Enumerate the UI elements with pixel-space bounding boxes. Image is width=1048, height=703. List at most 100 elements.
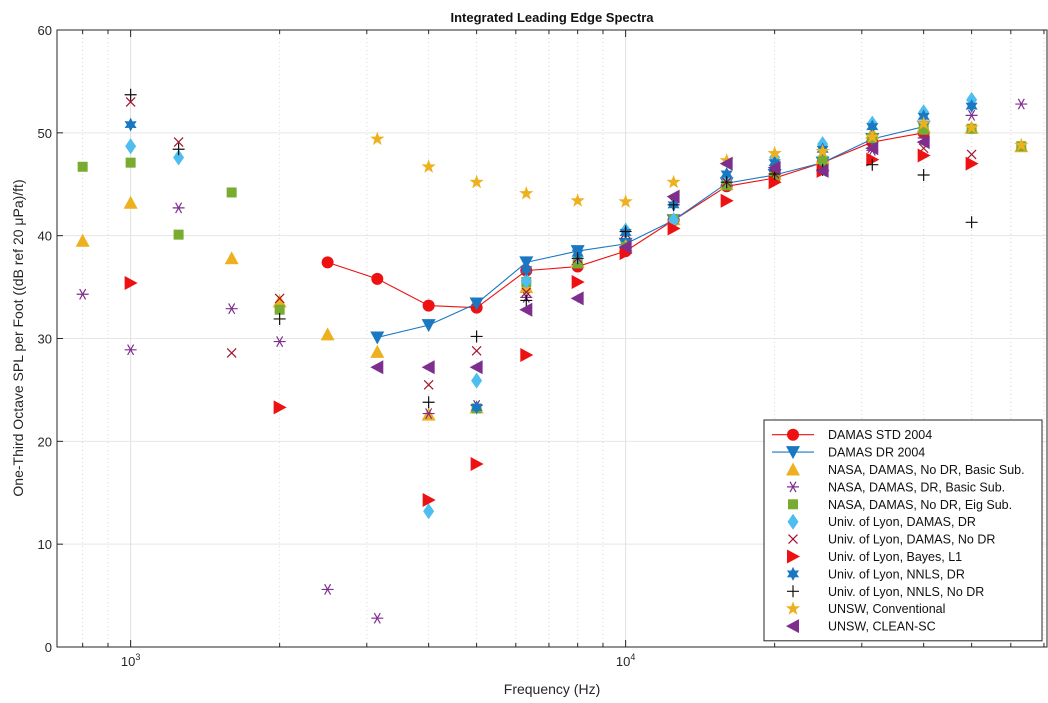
data-point	[916, 116, 931, 130]
data-point	[421, 159, 436, 173]
legend-label: NASA, DAMAS, No DR, Basic Sub.	[828, 463, 1025, 477]
data-point	[469, 174, 484, 189]
data-point	[422, 396, 435, 409]
legend-label: Univ. of Lyon, Bayes, L1	[828, 550, 962, 564]
data-point	[916, 135, 930, 150]
legend-label: NASA, DAMAS, DR, Basic Sub.	[828, 480, 1005, 494]
data-point	[172, 143, 185, 156]
data-point	[77, 161, 88, 172]
data-point	[274, 304, 285, 315]
data-point	[370, 331, 385, 345]
legend-label: Univ. of Lyon, DAMAS, DR	[828, 515, 976, 529]
series-10	[124, 88, 978, 409]
data-point	[173, 137, 184, 148]
y-tick-label: 0	[45, 640, 52, 655]
data-point	[720, 176, 733, 189]
y-tick-label: 20	[38, 434, 52, 449]
y-axis-label: One-Third Octave SPL per Foot ((dB ref 2…	[10, 179, 26, 496]
data-point	[273, 312, 286, 325]
data-point	[520, 294, 533, 307]
legend-item: Univ. of Lyon, Bayes, L1	[787, 549, 962, 564]
legend-item: Univ. of Lyon, NNLS, DR	[786, 566, 965, 581]
y-tick-label: 40	[38, 229, 52, 244]
data-point	[720, 166, 733, 181]
legend-marker	[786, 446, 800, 460]
data-point	[421, 319, 436, 333]
data-point	[421, 360, 435, 375]
data-point	[865, 141, 879, 156]
data-point	[124, 275, 138, 290]
data-point	[619, 225, 632, 238]
data-point	[470, 330, 483, 343]
tick-layer: 0 10 20 30 40 50 60 103 104	[38, 23, 1045, 669]
legend-item: Univ. of Lyon, DAMAS, DR	[787, 513, 976, 530]
data-point	[173, 149, 185, 166]
data-point	[422, 408, 435, 420]
data-point	[172, 202, 185, 214]
data-point	[75, 233, 90, 247]
legend-marker	[787, 428, 799, 441]
data-point	[470, 456, 484, 471]
legend-box	[763, 419, 1043, 642]
legend-item: UNSW, CLEAN-SC	[786, 619, 936, 634]
data-point	[173, 229, 184, 240]
data-point	[719, 153, 734, 167]
legend-marker	[786, 462, 800, 476]
legend-item: Univ. of Lyon, DAMAS, No DR	[788, 533, 995, 547]
grid-layer	[57, 30, 1047, 647]
legend-marker	[787, 549, 800, 564]
data-point	[817, 155, 828, 166]
data-point	[768, 175, 782, 190]
legend-label: Univ. of Lyon, NNLS, No DR	[828, 585, 984, 599]
data-point	[767, 145, 782, 160]
legend-item: NASA, DAMAS, No DR, Basic Sub.	[786, 462, 1025, 477]
data-point	[273, 336, 286, 348]
data-point	[470, 400, 483, 415]
data-point	[370, 344, 385, 358]
data-point	[767, 160, 781, 175]
legend-label: Univ. of Lyon, NNLS, DR	[828, 567, 965, 581]
data-point	[274, 293, 285, 304]
data-point	[124, 344, 137, 356]
data-point	[965, 109, 978, 121]
data-point	[571, 274, 585, 289]
data-point	[667, 198, 680, 211]
data-point	[423, 379, 434, 390]
data-point	[124, 88, 137, 101]
legend-marker	[788, 534, 798, 545]
legend-marker	[785, 601, 801, 615]
data-point	[422, 299, 435, 312]
x-axis-label: Frequency (Hz)	[504, 681, 600, 697]
data-point	[225, 303, 238, 315]
data-point	[866, 119, 879, 134]
data-point	[469, 297, 484, 311]
data-point	[815, 143, 830, 158]
series-layer	[75, 88, 1029, 624]
legend-marker	[787, 481, 799, 493]
legend-label: UNSW, CLEAN-SC	[828, 620, 936, 634]
y-tick-label: 50	[38, 126, 52, 141]
series-11	[370, 116, 1029, 208]
data-point	[619, 246, 633, 261]
legend-marker	[786, 566, 800, 581]
data-point	[471, 372, 483, 389]
data-point	[520, 272, 532, 289]
data-point	[815, 163, 829, 178]
data-point	[918, 124, 929, 135]
x-tick-label: 103	[121, 652, 140, 669]
y-tick-label: 10	[38, 537, 52, 552]
data-point	[570, 291, 584, 306]
data-point	[125, 138, 137, 155]
data-point	[618, 194, 633, 208]
data-point	[273, 400, 287, 415]
data-point	[469, 360, 483, 375]
data-point	[226, 347, 237, 358]
series-8	[124, 148, 979, 507]
chart-title: Integrated Leading Edge Spectra	[451, 10, 655, 25]
data-point	[226, 187, 237, 198]
data-point	[570, 193, 585, 207]
legend-marker	[787, 513, 799, 530]
legend-label: DAMAS DR 2004	[828, 446, 925, 460]
